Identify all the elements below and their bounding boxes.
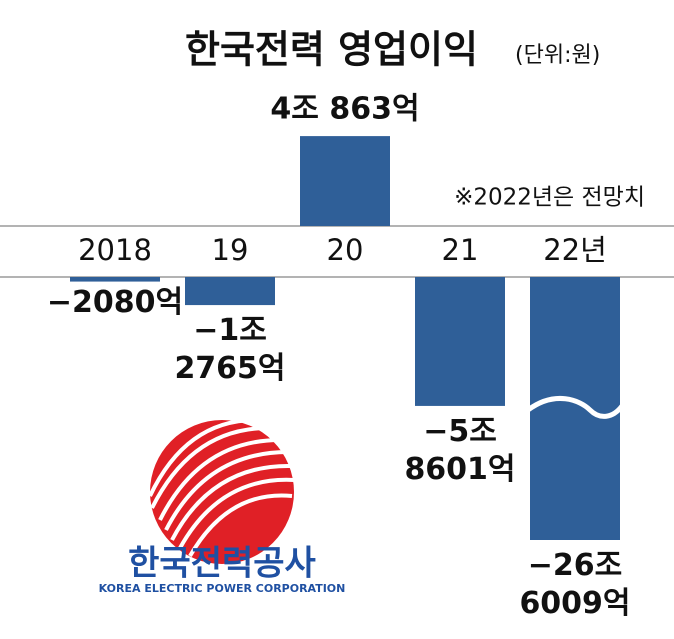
x-tick-label: 2018 — [78, 233, 152, 267]
value-label: −26조 6009억 — [519, 548, 630, 621]
value-label: 4조 863억 — [270, 92, 419, 127]
bar — [185, 277, 275, 306]
logo-name: 한국전력공사 — [128, 544, 316, 584]
logo-subtitle: KOREA ELECTRIC POWER CORPORATION — [99, 582, 346, 595]
bar — [530, 277, 620, 540]
x-tick-label: 20 — [327, 233, 364, 267]
chart-title: 한국전력 영업이익 — [185, 28, 478, 72]
logo-stripes — [148, 418, 295, 557]
value-label: −2080억 — [47, 285, 183, 320]
x-tick-label: 19 — [212, 233, 249, 267]
logo: 한국전력공사 KOREA ELECTRIC POWER CORPORATION — [99, 418, 346, 595]
value-label-line: −1조 — [193, 313, 267, 348]
chart-subtitle: (단위:원) — [515, 43, 600, 68]
bar — [70, 277, 160, 282]
axis-break — [526, 395, 624, 419]
x-tick-label: 21 — [442, 233, 479, 267]
bar — [415, 277, 505, 406]
value-label-line: 2765억 — [174, 351, 285, 386]
value-label-line: 8601억 — [404, 451, 515, 486]
value-label-line: −5조 — [423, 413, 497, 448]
note: ※2022년은 전망치 — [454, 185, 645, 211]
bar — [300, 136, 390, 226]
value-label-line: −26조 — [528, 548, 623, 583]
value-label-line: 6009억 — [519, 586, 630, 621]
value-label: −5조 8601억 — [404, 413, 515, 486]
value-label: −1조 2765억 — [174, 313, 285, 386]
x-tick-label: 22년 — [543, 233, 607, 267]
